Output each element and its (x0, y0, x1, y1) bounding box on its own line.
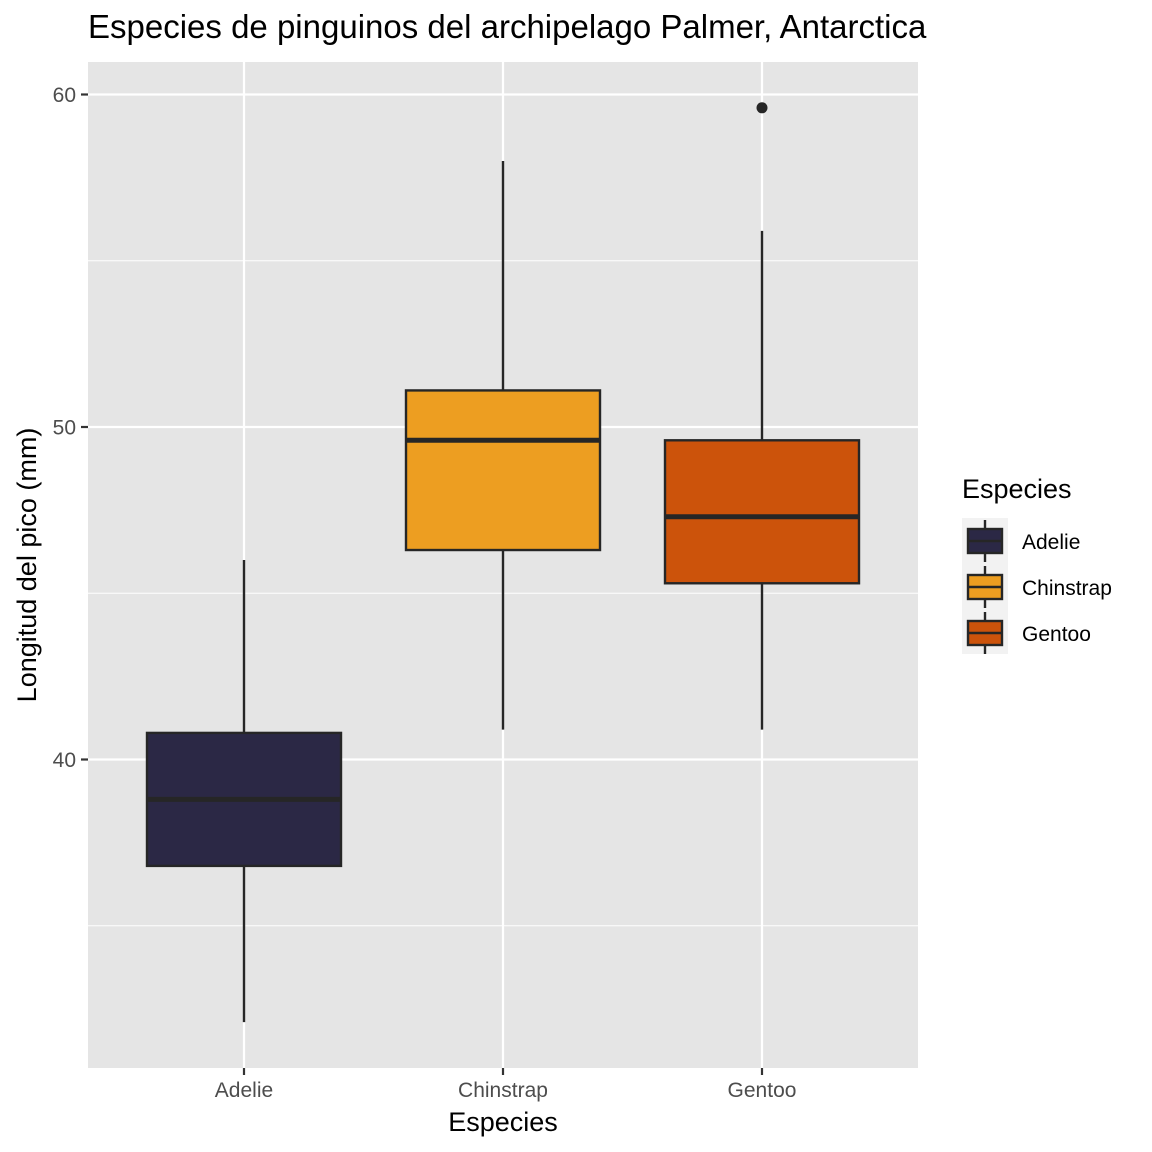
legend-item-gentoo: Gentoo (966, 612, 1091, 654)
x-tick-label: Gentoo (728, 1079, 797, 1102)
boxplot-chinstrap (404, 161, 602, 730)
legend-label: Chinstrap (1022, 577, 1112, 600)
legend: Especies Adelie Chinstrap Gentoo (962, 474, 1112, 654)
x-tick-label: Chinstrap (458, 1079, 548, 1102)
legend-label: Gentoo (1022, 623, 1091, 646)
box (404, 389, 602, 552)
chart-title: Especies de pinguinos del archipelago Pa… (88, 8, 927, 45)
y-tick-label: 40 (53, 749, 76, 772)
legend-title: Especies (962, 474, 1072, 504)
legend-label: Adelie (1022, 531, 1080, 554)
box (663, 439, 861, 585)
y-tick-label: 50 (53, 417, 76, 440)
x-axis: Adelie Chinstrap Gentoo (215, 1068, 797, 1102)
boxplot-adelie (145, 560, 343, 1023)
y-axis: 40 50 60 (53, 84, 88, 772)
legend-item-chinstrap: Chinstrap (966, 566, 1112, 608)
boxplots (145, 102, 861, 1023)
legend-item-adelie: Adelie (966, 520, 1080, 562)
x-axis-title: Especies (448, 1107, 558, 1137)
y-axis-title: Longitud del pico (mm) (12, 428, 42, 703)
outlier-point (756, 102, 768, 114)
x-tick-label: Adelie (215, 1079, 273, 1102)
y-tick-label: 60 (53, 84, 76, 107)
boxplot-gentoo (663, 102, 861, 730)
